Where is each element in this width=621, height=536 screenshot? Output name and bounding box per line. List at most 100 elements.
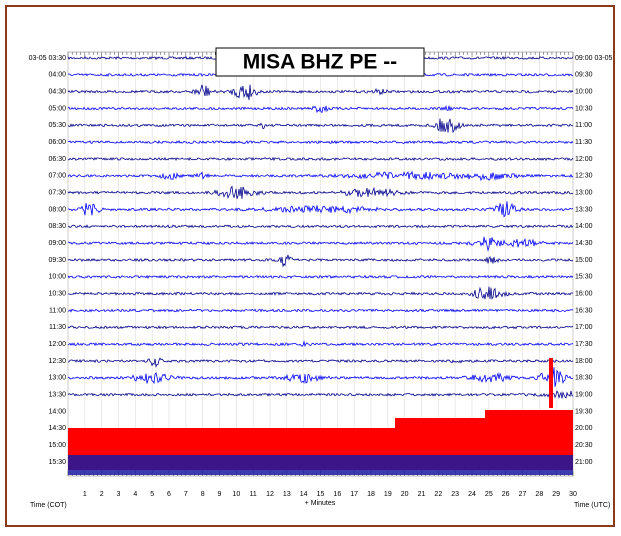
x-tick-label: 20 <box>401 491 409 498</box>
x-tick-label: 23 <box>451 491 459 498</box>
left-tick-label: 12:30 <box>48 358 66 365</box>
waveform <box>67 201 574 218</box>
left-tick-label: 10:30 <box>48 291 66 298</box>
left-tick-label: 08:00 <box>48 206 66 213</box>
x-tick-label: 10 <box>232 491 240 498</box>
right-tick-label: 20:00 <box>575 425 593 432</box>
waveform <box>67 118 574 134</box>
x-tick-label: 12 <box>266 491 274 498</box>
left-tick-label: 14:30 <box>48 425 66 432</box>
waveform <box>67 104 574 114</box>
x-tick-label: 14 <box>300 491 308 498</box>
waveform <box>67 140 574 145</box>
right-tick-label: 18:30 <box>575 375 593 382</box>
waveform <box>67 367 574 387</box>
x-tick-label: 29 <box>552 491 560 498</box>
x-tick-label: 27 <box>519 491 527 498</box>
x-tick-label: 19 <box>384 491 392 498</box>
left-tick-label: 13:30 <box>48 392 66 399</box>
right-tick-label: 11:00 <box>575 122 592 129</box>
waveform <box>67 254 574 268</box>
x-tick-label: 21 <box>418 491 426 498</box>
x-tick-label: 26 <box>502 491 510 498</box>
left-tick-label: 03-05 03:30 <box>29 55 66 62</box>
waveform <box>67 185 574 200</box>
waveform <box>67 286 574 300</box>
right-tick-label: 18:00 <box>575 358 593 365</box>
left-tick-label: 07:30 <box>48 190 66 197</box>
x-tick-label: 7 <box>184 491 188 498</box>
x-tick-label: 4 <box>133 491 137 498</box>
right-tick-label: 15:30 <box>575 274 593 281</box>
left-tick-label: 05:30 <box>48 122 66 129</box>
left-tick-label: 13:00 <box>48 375 66 382</box>
x-tick-label: 6 <box>167 491 171 498</box>
x-axis-label: + Minutes <box>305 500 336 507</box>
left-tick-label: 12:00 <box>48 341 66 348</box>
right-tick-label: 11:30 <box>575 139 592 146</box>
left-axis-label: Time (COT) <box>30 502 67 509</box>
right-tick-label: 09:30 <box>575 72 593 79</box>
right-tick-label: 14:00 <box>575 223 593 230</box>
right-tick-label: 13:30 <box>575 206 593 213</box>
right-tick-label: 10:30 <box>575 105 593 112</box>
right-tick-label: 17:30 <box>575 341 593 348</box>
waveform <box>67 308 574 313</box>
traces <box>67 55 574 399</box>
x-tick-label: 5 <box>150 491 154 498</box>
title-box <box>215 47 425 77</box>
x-tick-label: 11 <box>250 491 257 498</box>
noise-band <box>68 455 573 475</box>
title: MISA BHZ PE -- <box>243 51 397 74</box>
x-tick-label: 25 <box>485 491 493 498</box>
right-tick-label: 13:00 <box>575 190 593 197</box>
waveform <box>67 224 574 229</box>
x-tick-label: 3 <box>117 491 121 498</box>
x-tick-label: 30 <box>569 491 577 498</box>
waveform <box>67 390 574 399</box>
right-tick-label: 19:00 <box>575 392 593 399</box>
left-tick-label: 15:00 <box>48 442 66 449</box>
labels: 1 2 3 4 5 6 7 8 9 10 11 12 13 14 15 16 17 18 19 20 21 22 23 24 2… <box>29 55 613 498</box>
waveform <box>67 325 574 330</box>
right-tick-label: 16:30 <box>575 307 593 314</box>
right-tick-label: 16:00 <box>575 291 593 298</box>
x-tick-label: 16 <box>333 491 341 498</box>
waveform <box>67 236 574 252</box>
left-tick-label: 05:00 <box>48 105 66 112</box>
right-tick-label: 21:00 <box>575 459 593 466</box>
left-tick-label: 06:30 <box>48 156 66 163</box>
x-tick-label: 2 <box>100 491 104 498</box>
waveform <box>67 357 574 369</box>
x-tick-label: 17 <box>350 491 358 498</box>
left-tick-label: 04:00 <box>48 72 66 79</box>
left-tick-label: 07:00 <box>48 173 66 180</box>
waveform <box>67 274 574 279</box>
x-tick-label: 15 <box>317 491 325 498</box>
x-tick-label: 8 <box>201 491 205 498</box>
left-tick-label: 09:30 <box>48 257 66 264</box>
saturated-block <box>68 358 573 475</box>
left-tick-label: 11:00 <box>49 307 66 314</box>
left-tick-label: 14:00 <box>48 408 66 415</box>
waveform <box>67 340 574 347</box>
x-tick-label: 13 <box>283 491 291 498</box>
left-tick-label: 11:30 <box>49 324 66 331</box>
right-tick-label: 12:00 <box>575 156 593 163</box>
right-tick-label: 12:30 <box>575 173 593 180</box>
waveform <box>67 84 574 101</box>
right-tick-label: 17:00 <box>575 324 593 331</box>
left-tick-label: 09:00 <box>48 240 66 247</box>
clipped-spike <box>549 358 553 408</box>
x-tick-label: 1 <box>83 491 87 498</box>
right-tick-label: 09:00 03-05 <box>575 55 612 62</box>
x-tick-label: 24 <box>468 491 476 498</box>
right-axis-label: Time (UTC) <box>574 502 610 509</box>
left-tick-label: 15:30 <box>48 459 66 466</box>
right-tick-label: 19:30 <box>575 408 593 415</box>
x-tick-label: 28 <box>535 491 543 498</box>
left-tick-label: 10:00 <box>48 274 66 281</box>
right-tick-label: 10:00 <box>575 89 593 96</box>
x-tick-label: 22 <box>434 491 442 498</box>
